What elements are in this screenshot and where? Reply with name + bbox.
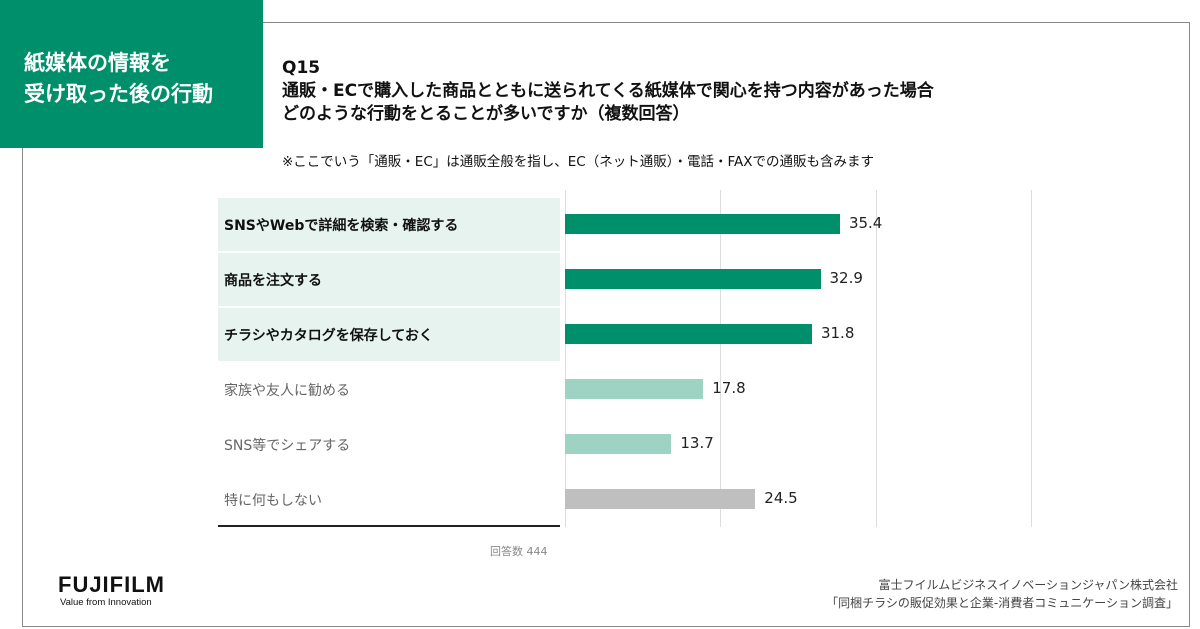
section-title-line1: 紙媒体の情報を bbox=[24, 51, 171, 75]
bar bbox=[565, 269, 821, 289]
category-label: 商品を注文する bbox=[218, 253, 560, 306]
value-label: 32.9 bbox=[829, 269, 863, 287]
source-note: 富士フイルムビジネスイノベーションジャパン株式会社 「同梱チラシの販促効果と企業… bbox=[826, 576, 1178, 612]
value-label: 31.8 bbox=[820, 324, 855, 342]
category-label: SNS等でシェアする bbox=[224, 437, 351, 454]
bar bbox=[565, 434, 672, 454]
gridline bbox=[720, 190, 722, 527]
category-label: 特に何もしない bbox=[224, 492, 322, 509]
respondents-count: 回答数 444 bbox=[490, 545, 548, 558]
section-title: 紙媒体の情報を 受け取った後の行動 bbox=[0, 0, 263, 148]
section-title-line2: 受け取った後の行動 bbox=[24, 82, 213, 106]
bar bbox=[565, 379, 704, 399]
bar bbox=[565, 489, 756, 509]
value-label: 35.4 bbox=[848, 214, 883, 232]
question-line2: どのような行動をとることが多いですか（複数回答） bbox=[282, 104, 690, 124]
category-label: 家族や友人に勧める bbox=[224, 382, 350, 399]
question: Q15 通販・ECで購入した商品とともに送られてくる紙媒体で関心を持つ内容があっ… bbox=[282, 57, 934, 126]
value-label: 17.8 bbox=[712, 379, 746, 397]
question-note: ※ここでいう「通販・EC」は通販全般を指し、EC（ネット通販）・電話・FAXでの… bbox=[282, 154, 874, 170]
slide-frame bbox=[22, 22, 1190, 627]
fujifilm-logo: FUJIFILM bbox=[58, 572, 165, 597]
category-label: SNSやWebで詳細を検索・確認する bbox=[218, 198, 560, 251]
question-number: Q15 bbox=[282, 58, 321, 78]
bar bbox=[565, 214, 840, 234]
gridline bbox=[565, 190, 566, 527]
logo-tagline: Value from Innovation bbox=[60, 597, 152, 608]
gridline bbox=[875, 190, 877, 527]
gridline bbox=[1031, 190, 1032, 527]
source-line2: 「同梱チラシの販促効果と企業-消費者コミュニケーション調査」 bbox=[826, 596, 1178, 610]
label-axis-line bbox=[218, 525, 560, 527]
category-label: チラシやカタログを保存しておく bbox=[218, 308, 560, 361]
question-line1: 通販・ECで購入した商品とともに送られてくる紙媒体で関心を持つ内容があった場合 bbox=[282, 81, 934, 101]
source-line1: 富士フイルムビジネスイノベーションジャパン株式会社 bbox=[878, 578, 1178, 592]
bar bbox=[565, 324, 812, 344]
value-label: 24.5 bbox=[764, 489, 798, 507]
value-label: 13.7 bbox=[680, 434, 714, 452]
